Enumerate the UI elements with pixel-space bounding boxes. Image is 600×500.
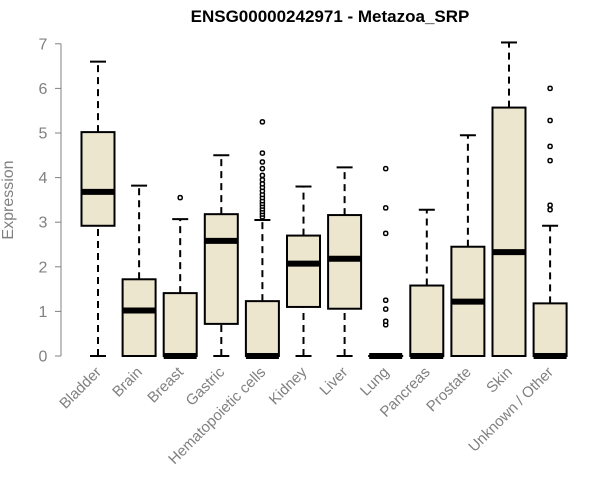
box-body xyxy=(491,106,527,357)
outlier-point xyxy=(259,172,266,179)
outlier-point xyxy=(547,206,553,213)
outlier-point xyxy=(259,150,266,156)
box-gastric xyxy=(203,154,239,357)
y-tick-label: 4 xyxy=(39,170,48,187)
outlier-point xyxy=(547,117,553,124)
y-tick-label: 5 xyxy=(39,126,48,143)
outlier-point xyxy=(259,177,266,183)
box-lung xyxy=(368,165,404,359)
x-tick-label-liver: Liver xyxy=(316,364,351,399)
box-body xyxy=(532,302,568,358)
y-tick-label: 6 xyxy=(39,81,48,98)
outlier-point xyxy=(382,165,389,172)
outlier-point xyxy=(547,85,553,92)
box-body xyxy=(409,284,445,358)
outlier-point xyxy=(177,194,183,201)
y-tick-label: 1 xyxy=(39,304,48,321)
box-skin xyxy=(491,41,527,357)
box-hematopoietic-cells xyxy=(244,119,280,359)
box-bladder xyxy=(80,60,116,357)
box-liver xyxy=(327,166,363,357)
box-body xyxy=(327,214,363,310)
x-tick-label-skin: Skin xyxy=(483,364,516,397)
x-tick-label-bladder: Bladder xyxy=(56,364,105,413)
boxes-group xyxy=(80,41,568,359)
y-tick-label: 7 xyxy=(39,36,48,53)
y-axis-label: Expression xyxy=(0,160,17,239)
chart-title: ENSG00000242971 - Metazoa_SRP xyxy=(191,7,470,26)
x-tick-label-kidney: Kidney xyxy=(266,363,311,408)
outlier-point xyxy=(382,318,389,324)
outlier-point xyxy=(382,306,389,312)
x-tick-label-brain: Brain xyxy=(109,364,146,401)
outlier-point xyxy=(259,159,266,165)
box-pancreas xyxy=(409,208,445,359)
box-body xyxy=(244,300,280,357)
outlier-point xyxy=(382,297,389,303)
box-unknown-other xyxy=(532,85,568,359)
x-tick-label-prostate: Prostate xyxy=(423,364,475,416)
box-body xyxy=(80,131,116,227)
outlier-point xyxy=(259,165,266,172)
box-body xyxy=(121,278,157,357)
outlier-point xyxy=(259,119,266,125)
x-tick-label-lung: Lung xyxy=(357,364,393,400)
x-tick-label-breast: Breast xyxy=(144,363,187,406)
outlier-point xyxy=(547,157,553,164)
box-body xyxy=(162,292,198,358)
box-breast xyxy=(162,194,198,359)
y-tick-label: 0 xyxy=(39,349,48,366)
box-body xyxy=(203,213,239,325)
y-tick-label: 3 xyxy=(39,215,48,232)
box-kidney xyxy=(286,185,321,357)
outlier-point xyxy=(382,205,389,211)
outlier-point xyxy=(382,230,389,237)
outlier-point xyxy=(547,202,553,209)
y-tick-label: 2 xyxy=(39,259,48,276)
box-prostate xyxy=(450,134,486,357)
box-body xyxy=(286,234,321,308)
y-axis: 0 1 2 3 4 5 6 7 xyxy=(39,36,62,366)
box-brain xyxy=(121,184,157,357)
outlier-point xyxy=(547,143,553,150)
